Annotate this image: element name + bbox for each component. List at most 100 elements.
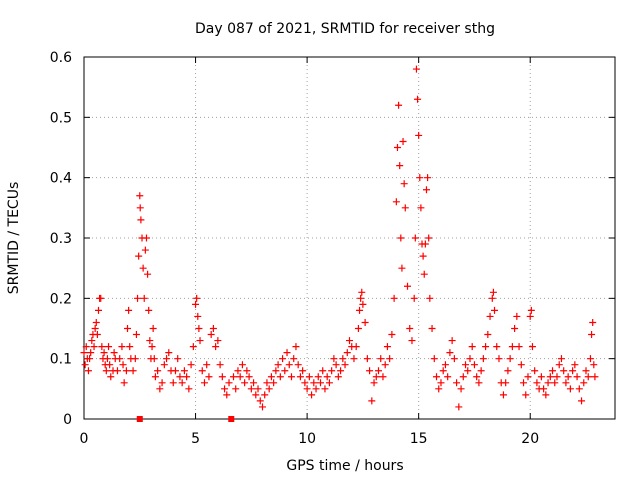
data-point	[165, 349, 173, 357]
data-point	[294, 361, 302, 369]
data-point	[267, 373, 275, 381]
x-tick-label: 10	[298, 431, 316, 447]
data-point	[430, 355, 438, 363]
data-point	[276, 373, 284, 381]
data-point	[131, 355, 139, 363]
data-point	[446, 349, 454, 357]
data-point	[414, 95, 422, 103]
data-point	[142, 234, 150, 242]
data-point	[425, 234, 433, 242]
data-point	[513, 312, 521, 320]
data-point	[189, 343, 197, 351]
data-point	[196, 337, 204, 345]
data-point	[194, 312, 202, 320]
data-point	[517, 361, 525, 369]
data-point	[515, 343, 523, 351]
data-point	[187, 361, 195, 369]
data-point	[412, 65, 420, 73]
data-point	[383, 343, 391, 351]
data-point	[234, 367, 242, 375]
data-point	[553, 373, 561, 381]
data-point	[209, 325, 217, 332]
data-point	[358, 288, 366, 296]
data-point	[475, 379, 483, 387]
data-point	[144, 270, 152, 278]
data-point	[325, 379, 333, 387]
data-point	[156, 385, 164, 393]
data-point	[270, 379, 278, 387]
data-point	[560, 367, 568, 375]
data-point	[139, 264, 147, 272]
y-tick-label: 0.3	[50, 231, 72, 247]
data-point	[283, 349, 291, 357]
data-point	[82, 343, 90, 351]
data-point	[238, 361, 246, 369]
data-point	[398, 264, 406, 272]
data-point	[580, 379, 588, 387]
data-point	[136, 192, 144, 200]
data-point	[163, 355, 171, 363]
data-point	[195, 325, 203, 332]
data-point	[332, 361, 340, 369]
data-point	[308, 391, 316, 399]
data-point	[225, 379, 233, 387]
data-point	[321, 385, 329, 393]
data-point	[149, 325, 157, 332]
data-point	[328, 367, 336, 375]
data-point	[366, 367, 374, 375]
data-point	[343, 349, 351, 357]
data-point	[247, 385, 255, 393]
data-point	[252, 391, 260, 399]
data-point	[221, 385, 229, 393]
data-point	[119, 361, 127, 369]
data-point	[433, 373, 441, 381]
data-point	[450, 355, 458, 363]
y-tick-label: 0.2	[50, 291, 72, 307]
data-point	[375, 367, 383, 375]
data-point	[256, 397, 264, 405]
data-point	[292, 343, 300, 351]
data-point	[296, 373, 304, 381]
y-tick-label: 0.5	[50, 110, 72, 126]
data-point	[185, 385, 193, 393]
data-point	[261, 391, 269, 399]
data-point	[381, 361, 389, 369]
y-tick-label: 0.1	[50, 352, 72, 368]
data-point	[571, 361, 579, 369]
data-point	[531, 367, 539, 375]
data-point	[312, 385, 320, 393]
data-point	[132, 331, 140, 339]
data-point	[397, 234, 405, 242]
data-point	[258, 403, 266, 411]
data-point	[281, 367, 289, 375]
data-point	[562, 379, 570, 387]
data-point	[551, 379, 559, 387]
data-point	[193, 294, 201, 302]
data-point	[544, 379, 552, 387]
chart-title: Day 087 of 2021, SRMTID for receiver sth…	[195, 21, 495, 37]
zero-marker	[136, 416, 143, 422]
data-point	[285, 361, 293, 369]
data-point	[287, 373, 295, 381]
data-point	[448, 337, 456, 345]
data-point	[303, 385, 311, 393]
data-point	[417, 204, 425, 212]
data-point	[522, 391, 530, 399]
data-point	[575, 385, 583, 393]
data-point	[566, 385, 574, 393]
data-point	[546, 373, 554, 381]
data-point	[171, 367, 179, 375]
data-point	[420, 270, 428, 278]
data-point	[464, 367, 472, 375]
data-point	[441, 361, 449, 369]
data-point	[415, 131, 423, 139]
data-point	[145, 306, 153, 314]
data-point	[455, 403, 463, 411]
data-point	[473, 373, 481, 381]
data-point	[511, 325, 519, 332]
data-point	[198, 367, 206, 375]
x-tick-label: 0	[80, 431, 89, 447]
data-point	[337, 367, 345, 375]
data-point	[272, 367, 280, 375]
